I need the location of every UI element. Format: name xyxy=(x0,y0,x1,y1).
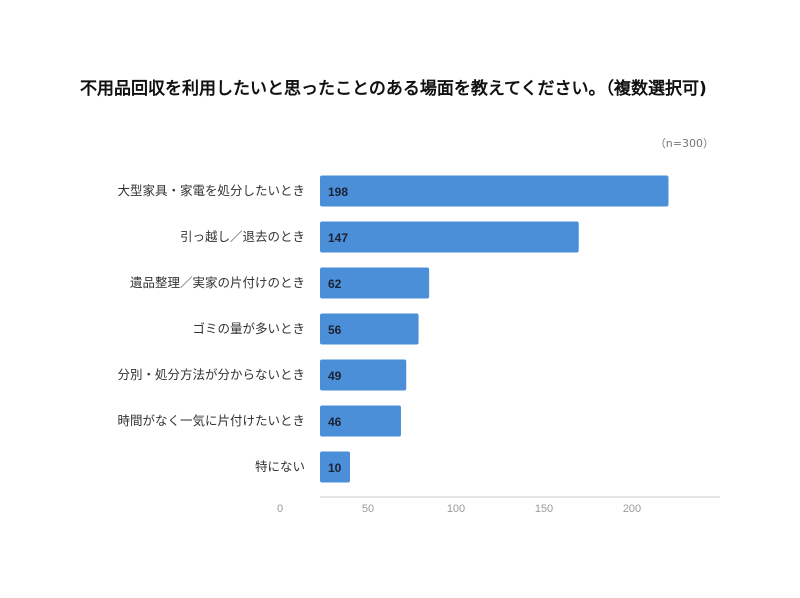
data-label: 10 xyxy=(328,461,342,475)
bar xyxy=(320,267,430,299)
x-tick-label: 100 xyxy=(447,503,465,515)
data-label: 198 xyxy=(328,185,348,199)
bar xyxy=(320,221,579,253)
data-label: 62 xyxy=(328,277,342,291)
category-label: ゴミの量が多いとき xyxy=(192,321,305,336)
category-label: 遺品整理／実家の片付けのとき xyxy=(130,275,305,290)
bar xyxy=(320,313,419,345)
x-tick-label: 0 xyxy=(277,503,283,515)
category-label: 特にない xyxy=(255,459,305,474)
category-label: 引っ越し／退去のとき xyxy=(180,229,305,244)
data-label: 56 xyxy=(328,323,342,337)
data-label: 147 xyxy=(328,231,348,245)
data-label: 49 xyxy=(328,369,342,383)
bar xyxy=(320,405,401,437)
x-tick-label: 50 xyxy=(362,503,374,515)
x-tick-label: 150 xyxy=(535,503,553,515)
chart-title: 不用品回収を利用したいと思ったことのある場面を教えてください。（複数選択可) xyxy=(80,79,707,99)
data-label: 46 xyxy=(328,415,342,429)
bar xyxy=(320,175,669,207)
category-label: 時間がなく一気に片付けたいとき xyxy=(117,413,305,428)
sample-size-note: （n=300） xyxy=(654,137,714,150)
category-label: 分別・処分方法が分からないとき xyxy=(117,367,305,382)
x-tick-label: 200 xyxy=(623,503,641,515)
category-label: 大型家具・家電を処分したいとき xyxy=(117,183,305,198)
bar xyxy=(320,451,350,483)
bar xyxy=(320,359,407,391)
